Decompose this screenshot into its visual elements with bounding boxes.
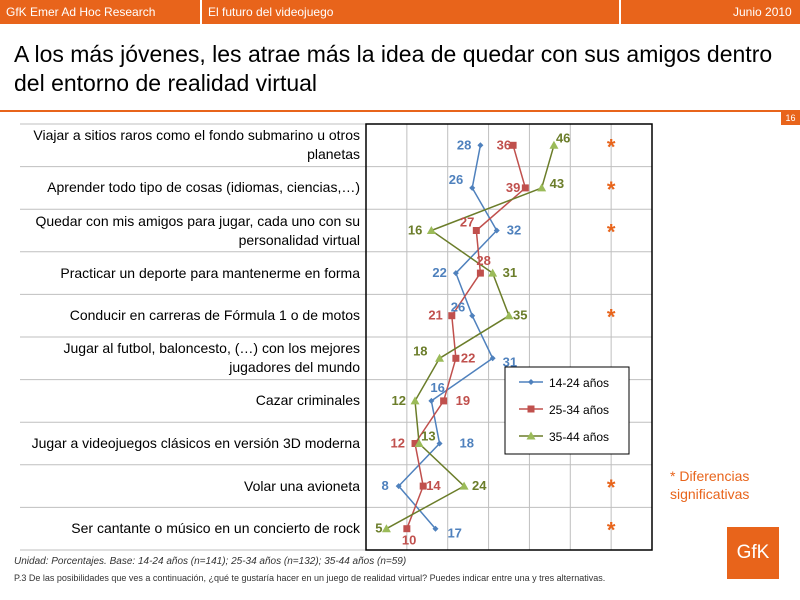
data-point	[410, 396, 420, 405]
significance-asterisk: *	[607, 177, 616, 202]
data-label: 16	[408, 223, 422, 238]
category-label: Practicar un deporte para mantenerme en …	[60, 264, 360, 281]
data-label: 32	[507, 223, 521, 238]
data-label: 46	[556, 130, 570, 145]
category-label: Conducir en carreras de Fórmula 1 o de m…	[69, 307, 360, 324]
data-point	[521, 184, 529, 192]
data-point	[504, 311, 514, 320]
data-label: 18	[413, 343, 427, 358]
data-point	[452, 354, 460, 362]
slide-title: A los más jóvenes, les atrae más la idea…	[14, 41, 773, 96]
data-point	[469, 312, 476, 319]
category-label: Volar una avioneta	[244, 477, 360, 494]
data-label: 43	[550, 176, 564, 191]
data-label: 14	[426, 478, 441, 493]
data-point	[477, 142, 484, 149]
category-label: Jugar al futbol, baloncesto, (…) con los…	[63, 340, 360, 376]
header-company: GfK Emer Ad Hoc Research	[6, 5, 156, 19]
legend-label: 14-24 años	[549, 376, 609, 390]
category-label: Viajar a sitios raros como el fondo subm…	[33, 127, 360, 163]
legend-marker	[526, 431, 536, 440]
category-label: Quedar con mis amigos para jugar, cada u…	[35, 212, 360, 248]
data-point	[448, 312, 456, 320]
data-label: 28	[457, 137, 471, 152]
data-label: 36	[497, 137, 511, 152]
significance-asterisk: *	[607, 134, 616, 159]
data-point	[403, 525, 411, 533]
header-bar: GfK Emer Ad Hoc Research El futuro del v…	[0, 0, 800, 24]
data-point	[435, 353, 445, 362]
data-point	[493, 227, 500, 234]
significance-note: * Diferencias significativas	[670, 468, 750, 502]
significance-asterisk: *	[607, 220, 616, 245]
data-label: 35	[513, 308, 527, 323]
data-label: 19	[456, 393, 470, 408]
data-label: 16	[430, 380, 444, 395]
data-label: 5	[375, 521, 382, 536]
data-point	[414, 439, 424, 447]
data-point	[452, 270, 459, 277]
header-divider	[200, 0, 202, 24]
title-divider	[0, 110, 800, 112]
category-label: Ser cantante o músico en un concierto de…	[71, 520, 360, 537]
category-label: Cazar criminales	[255, 392, 360, 409]
significance-asterisk: *	[607, 475, 616, 500]
data-label: 12	[392, 393, 406, 408]
data-label: 31	[503, 265, 517, 280]
data-label: 39	[506, 180, 520, 195]
series-line-3	[386, 145, 555, 530]
header-divider	[619, 0, 621, 24]
category-label: Aprender todo tipo de cosas (idiomas, ci…	[47, 179, 360, 196]
data-label: 31	[503, 354, 517, 369]
series-line-2	[406, 145, 527, 529]
data-point	[426, 226, 436, 234]
significance-asterisk: *	[607, 305, 616, 330]
data-label: 12	[391, 436, 405, 451]
header-date: Junio 2010	[733, 5, 792, 19]
data-point	[411, 440, 419, 447]
data-point	[440, 397, 448, 405]
footnote-question: P.3 De las posibilidades que ves a conti…	[14, 573, 606, 583]
data-label: 26	[449, 172, 463, 187]
data-label: 10	[402, 533, 416, 548]
page-number: 16	[781, 112, 800, 125]
legend-marker	[528, 379, 534, 385]
data-point	[459, 481, 469, 490]
plot-border	[365, 123, 653, 551]
data-point	[476, 269, 484, 277]
legend-label: 35-44 años	[549, 430, 609, 444]
category-label: Jugar a videojuegos clásicos en versión …	[31, 435, 360, 451]
gfk-logo: GfK	[727, 527, 779, 579]
data-point	[419, 482, 427, 490]
header-study: El futuro del videojuego	[208, 5, 334, 19]
data-label: 22	[432, 265, 446, 280]
legend-label: 25-34 años	[549, 403, 609, 417]
data-point	[469, 184, 476, 191]
data-label: 17	[447, 526, 461, 541]
data-point	[489, 355, 496, 362]
data-point	[509, 141, 517, 149]
data-label: 27	[460, 215, 474, 230]
data-label: 26	[451, 300, 465, 315]
data-label: 18	[460, 436, 474, 451]
data-point	[472, 227, 480, 234]
data-label: 22	[461, 350, 475, 365]
significance-asterisk: *	[607, 518, 616, 543]
data-label: 28	[476, 253, 490, 268]
data-point	[428, 397, 435, 404]
footnote-base: Unidad: Porcentajes. Base: 14-24 años (n…	[14, 556, 407, 567]
data-point	[436, 440, 443, 447]
legend-marker	[527, 405, 535, 413]
data-point	[381, 524, 391, 533]
data-label: 24	[472, 478, 487, 493]
data-label: 13	[421, 429, 435, 444]
data-point	[432, 525, 439, 532]
data-point	[488, 268, 498, 277]
data-point	[395, 483, 402, 490]
data-point	[537, 183, 547, 192]
data-point	[549, 140, 559, 149]
data-label: 21	[428, 308, 442, 323]
data-label: 8	[381, 478, 388, 493]
